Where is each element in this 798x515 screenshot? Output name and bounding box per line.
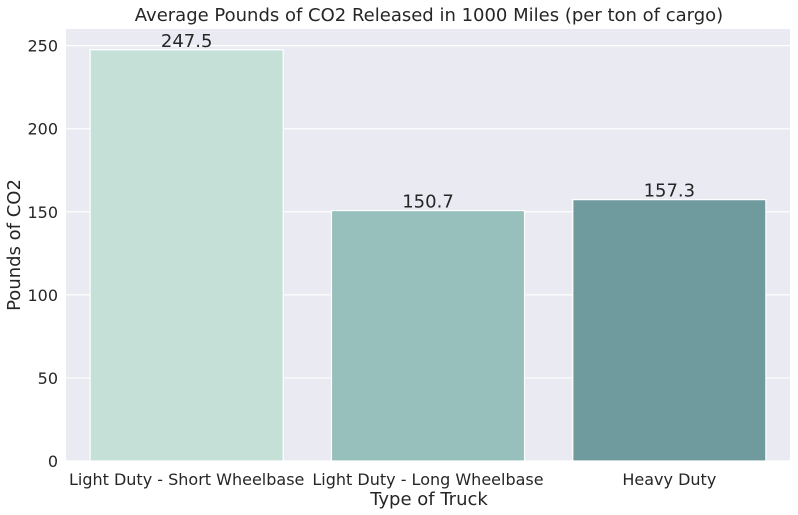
x-axis-label: Type of Truck <box>369 489 488 510</box>
bars <box>89 49 767 462</box>
y-axis-label: Pounds of CO2 <box>4 179 25 311</box>
y-tick-label: 100 <box>27 286 58 305</box>
x-tick-label: Light Duty - Short Wheelbase <box>69 470 304 489</box>
y-tick-label: 250 <box>27 37 58 56</box>
bar-value-label: 150.7 <box>402 192 454 213</box>
bar <box>89 49 284 462</box>
bar-value-label: 157.3 <box>644 181 696 202</box>
x-axis-ticks: Light Duty - Short Wheelbase Light Duty -… <box>69 470 716 489</box>
bar <box>572 199 767 462</box>
y-tick-label: 50 <box>38 369 58 388</box>
y-tick-label: 200 <box>27 120 58 139</box>
chart-title: Average Pounds of CO2 Released in 1000 M… <box>135 5 723 26</box>
bar-value-label: 247.5 <box>161 31 213 52</box>
x-tick-label: Heavy Duty <box>622 470 716 489</box>
y-tick-label: 150 <box>27 203 58 222</box>
x-tick-label: Light Duty - Long Wheelbase <box>312 470 543 489</box>
y-axis-ticks: 0 50 100 150 200 250 <box>27 37 58 471</box>
bar <box>330 210 526 462</box>
data-labels: 247.5 150.7 157.3 <box>161 31 695 213</box>
y-tick-label: 0 <box>48 452 58 471</box>
